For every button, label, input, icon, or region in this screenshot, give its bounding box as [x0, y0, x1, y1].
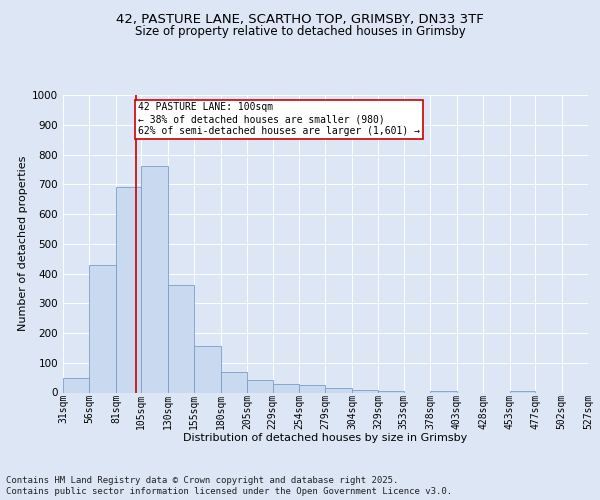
Text: Contains public sector information licensed under the Open Government Licence v3: Contains public sector information licen… [6, 487, 452, 496]
Bar [142, 166, 168, 392]
Text: Size of property relative to detached houses in Grimsby: Size of property relative to detached ho… [134, 25, 466, 38]
Bar [116, 187, 142, 392]
Bar [379, 391, 404, 392]
Bar [89, 264, 116, 392]
Text: 42 PASTURE LANE: 100sqm
← 38% of detached houses are smaller (980)
62% of semi-d: 42 PASTURE LANE: 100sqm ← 38% of detache… [138, 102, 420, 136]
X-axis label: Distribution of detached houses by size in Grimsby: Distribution of detached houses by size … [184, 434, 467, 444]
Text: 42, PASTURE LANE, SCARTHO TOP, GRIMSBY, DN33 3TF: 42, PASTURE LANE, SCARTHO TOP, GRIMSBY, … [116, 12, 484, 26]
Bar [352, 390, 379, 392]
Bar [325, 388, 352, 392]
Bar [168, 286, 194, 393]
Bar [509, 391, 535, 392]
Y-axis label: Number of detached properties: Number of detached properties [18, 156, 28, 332]
Bar [247, 380, 272, 392]
Bar [299, 385, 325, 392]
Bar [63, 378, 89, 392]
Text: Contains HM Land Registry data © Crown copyright and database right 2025.: Contains HM Land Registry data © Crown c… [6, 476, 398, 485]
Bar [430, 391, 457, 392]
Bar [272, 384, 299, 392]
Bar [194, 346, 221, 393]
Bar [221, 372, 247, 392]
